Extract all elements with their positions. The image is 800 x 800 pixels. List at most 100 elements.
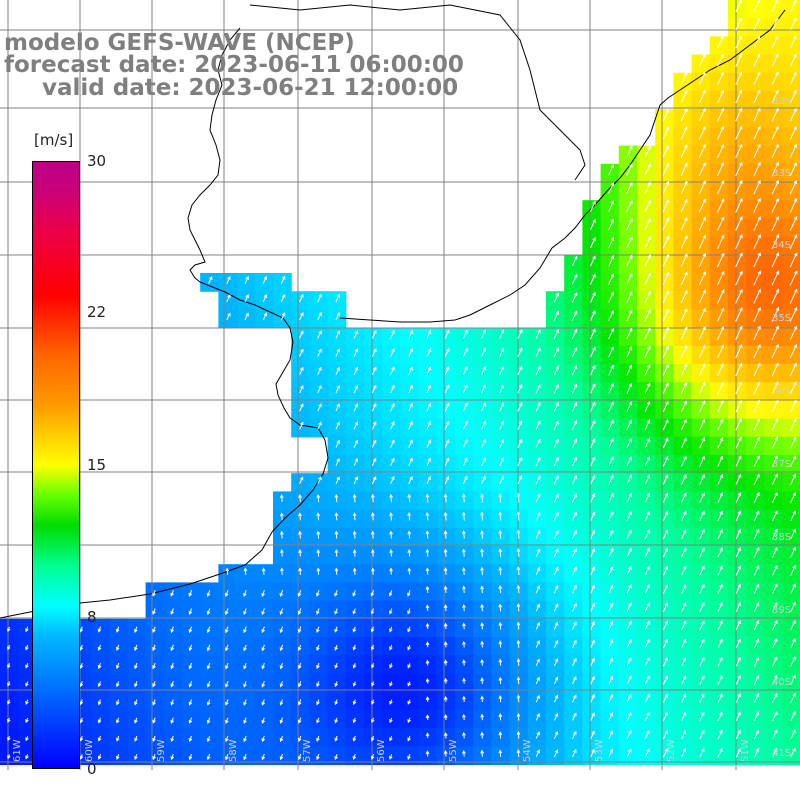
wind-vector-arrow	[644, 566, 650, 576]
wind-vector-arrowhead	[665, 363, 669, 368]
wind-vector-arrowhead	[115, 628, 120, 633]
wind-vector-arrow	[680, 382, 687, 395]
wind-vector-arrowhead	[316, 549, 321, 554]
wind-vector-arrowhead	[684, 326, 688, 331]
wind-vector-arrowhead	[555, 420, 559, 425]
wind-vector-arrow	[771, 90, 779, 104]
wind-vector-arrowhead	[407, 700, 411, 705]
wind-vector-arrow	[335, 422, 340, 430]
wind-vector-arrow	[644, 456, 650, 467]
wind-vector-arrowhead	[774, 711, 778, 716]
wind-vector-arrowhead	[592, 383, 596, 388]
wind-vector-arrowhead	[482, 457, 486, 462]
wind-vector-arrowhead	[592, 346, 596, 351]
wind-vector-arrowhead	[407, 737, 411, 742]
wind-vector-arrowhead	[592, 255, 596, 260]
wind-vector-arrowhead	[518, 402, 523, 407]
wind-vector-arrow	[281, 568, 283, 575]
colorbar-tick-30: 30	[87, 152, 107, 170]
wind-vector-arrowhead	[555, 456, 559, 461]
wind-vector-arrowhead	[261, 683, 266, 688]
wind-vector-arrow	[644, 676, 650, 685]
wind-vector-arrow	[717, 639, 723, 649]
wind-vector-arrowhead	[409, 421, 413, 426]
wind-vector-arrow	[553, 585, 559, 594]
wind-vector-arrowhead	[793, 107, 797, 112]
wind-vector-arrowhead	[682, 565, 687, 570]
wind-vector-arrowhead	[188, 719, 193, 724]
wind-vector-arrowhead	[792, 638, 796, 643]
wind-vector-arrowhead	[628, 620, 632, 625]
wind-vector-arrow	[517, 640, 520, 648]
wind-vector-arrow	[408, 385, 413, 394]
wind-vector-arrowhead	[683, 400, 687, 405]
wind-vector-arrowhead	[425, 548, 430, 553]
wind-vector-arrowhead	[737, 711, 741, 716]
wind-vector-arrowhead	[720, 325, 725, 330]
wind-vector-arrow	[699, 620, 705, 631]
wind-vector-arrowhead	[646, 529, 650, 534]
wind-vector-arrowhead	[719, 473, 724, 478]
wind-vector-arrowhead	[573, 621, 577, 626]
wind-vector-arrowhead	[25, 755, 29, 760]
wind-vector-arrowhead	[756, 492, 760, 497]
wind-vector-arrow	[390, 531, 392, 539]
wind-vector-arrowhead	[427, 384, 432, 389]
wind-vector-arrow	[735, 144, 743, 158]
wind-vector-arrow	[735, 474, 742, 485]
wind-vector-arrowhead	[371, 700, 375, 705]
wind-vector-arrowhead	[352, 512, 357, 517]
wind-vector-arrow	[789, 18, 797, 31]
wind-vector-arrowhead	[425, 604, 430, 609]
wind-vector-arrow	[262, 276, 267, 284]
wind-vector-arrow	[790, 584, 796, 594]
wind-vector-arrow	[280, 276, 286, 284]
wind-vector-arrowhead	[738, 53, 743, 58]
wind-vector-arrowhead	[389, 682, 393, 687]
wind-vector-arrowhead	[462, 603, 466, 608]
wind-vector-arrowhead	[498, 676, 503, 681]
wind-vector-arrow	[553, 311, 559, 321]
wind-vector-arrowhead	[792, 656, 796, 661]
wind-vector-arrowhead	[279, 738, 284, 743]
wind-vector-arrowhead	[225, 567, 230, 572]
wind-vector-arrowhead	[738, 362, 743, 367]
wind-vector-arrow	[553, 548, 559, 558]
wind-vector-arrowhead	[389, 493, 393, 498]
wind-vector-arrow	[644, 182, 651, 194]
wind-vector-arrowhead	[446, 402, 450, 407]
wind-vector-arrowhead	[518, 475, 523, 480]
wind-vector-arrow	[662, 327, 669, 340]
wind-vector-arrow	[444, 458, 450, 467]
wind-vector-arrowhead	[318, 366, 322, 371]
wind-vector-arrowhead	[279, 647, 284, 652]
wind-vector-arrowhead	[702, 71, 706, 76]
wind-vector-arrowhead	[574, 292, 578, 297]
wind-vector-arrow	[299, 477, 304, 485]
wind-vector-arrow	[789, 90, 797, 104]
wind-vector-arrowhead	[739, 270, 743, 275]
coastline-path	[249, 4, 586, 181]
wind-vector-arrow	[608, 493, 614, 503]
wind-vector-arrowhead	[389, 548, 393, 553]
wind-vector-arrowhead	[316, 610, 320, 615]
wind-vector-arrow	[771, 437, 778, 449]
wind-vector-arrowhead	[152, 737, 156, 742]
wind-vector-arrowhead	[610, 236, 615, 241]
wind-vector-arrowhead	[482, 475, 486, 480]
wind-vector-arrowhead	[555, 548, 559, 553]
wind-vector-arrow	[790, 675, 796, 685]
wind-vector-arrow	[753, 36, 760, 49]
wind-vector-arrowhead	[610, 309, 614, 314]
wind-vector-arrowhead	[682, 602, 687, 607]
wind-vector-arrowhead	[664, 638, 668, 643]
wind-vector-arrow	[317, 476, 322, 485]
wind-vector-arrowhead	[591, 621, 595, 626]
wind-vector-arrowhead	[555, 328, 559, 333]
wind-vector-arrowhead	[610, 474, 614, 479]
wind-vector-arrowhead	[793, 362, 797, 367]
wind-vector-arrowhead	[334, 549, 339, 554]
wind-vector-arrow	[517, 548, 520, 557]
wind-vector-arrow	[699, 511, 705, 522]
wind-vector-arrow	[735, 456, 742, 467]
